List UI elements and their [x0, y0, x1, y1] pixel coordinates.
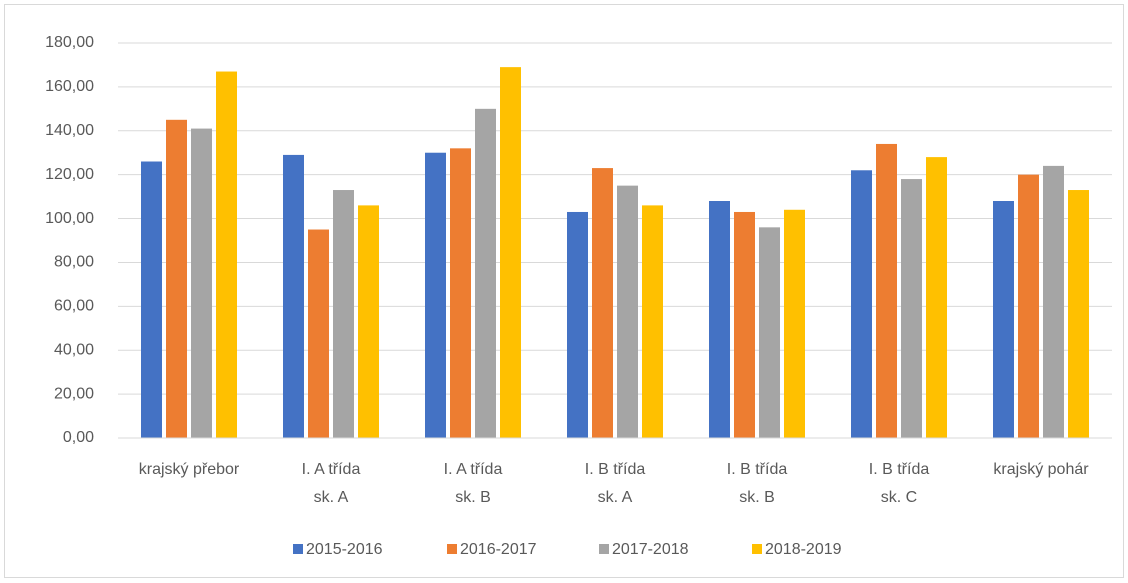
bar: [308, 229, 329, 438]
bar: [141, 161, 162, 438]
y-tick-label: 180,00: [45, 34, 94, 51]
y-tick-label: 60,00: [54, 298, 94, 315]
legend-swatch: [293, 544, 303, 554]
x-tick-label: sk. B: [739, 489, 775, 506]
bar: [709, 201, 730, 438]
legend-label: 2015-2016: [306, 541, 383, 558]
y-tick-label: 80,00: [54, 254, 94, 271]
bar: [1043, 165, 1064, 438]
bar: [358, 205, 379, 438]
x-tick-label: sk. A: [314, 489, 349, 506]
x-tick-label: sk. A: [598, 489, 633, 506]
bar: [333, 190, 354, 438]
y-tick-label: 160,00: [45, 78, 94, 95]
x-tick-label: krajský přebor: [139, 461, 240, 478]
bar: [500, 67, 521, 438]
bar: [425, 152, 446, 438]
bar: [283, 154, 304, 438]
bar: [993, 201, 1014, 438]
bar: [166, 119, 187, 439]
y-tick-label: 20,00: [54, 385, 94, 402]
x-tick-label: I. B třída: [869, 461, 930, 478]
y-tick-label: 0,00: [63, 429, 94, 446]
legend-swatch: [599, 544, 609, 554]
bar: [1068, 190, 1089, 438]
y-tick-label: 100,00: [45, 210, 94, 227]
x-tick-label: sk. C: [881, 489, 917, 506]
bar: [191, 128, 212, 439]
bar: [1018, 174, 1039, 438]
y-tick-label: 40,00: [54, 341, 94, 358]
bar: [734, 211, 755, 438]
bar: [617, 185, 638, 438]
x-tick-label: I. B třída: [585, 461, 646, 478]
legend-swatch: [447, 544, 457, 554]
bar: [642, 205, 663, 438]
x-tick-label: I. A třída: [302, 461, 361, 478]
legend-swatch: [752, 544, 762, 554]
bar: [901, 179, 922, 439]
y-tick-label: 120,00: [45, 166, 94, 183]
bar: [926, 157, 947, 438]
bar: [567, 211, 588, 438]
legend-label: 2018-2019: [765, 541, 842, 558]
x-tick-label: krajský pohár: [993, 461, 1089, 478]
bar: [876, 143, 897, 438]
bar: [475, 108, 496, 438]
legend-label: 2016-2017: [460, 541, 537, 558]
x-tick-label: I. A třída: [444, 461, 503, 478]
bar: [592, 168, 613, 439]
bar: [784, 209, 805, 438]
x-tick-label: sk. B: [455, 489, 491, 506]
bar: [759, 227, 780, 438]
legend-label: 2017-2018: [612, 541, 689, 558]
y-tick-label: 140,00: [45, 122, 94, 139]
bar: [216, 71, 237, 439]
bar: [851, 170, 872, 438]
bar: [450, 148, 471, 439]
x-tick-label: I. B třída: [727, 461, 788, 478]
